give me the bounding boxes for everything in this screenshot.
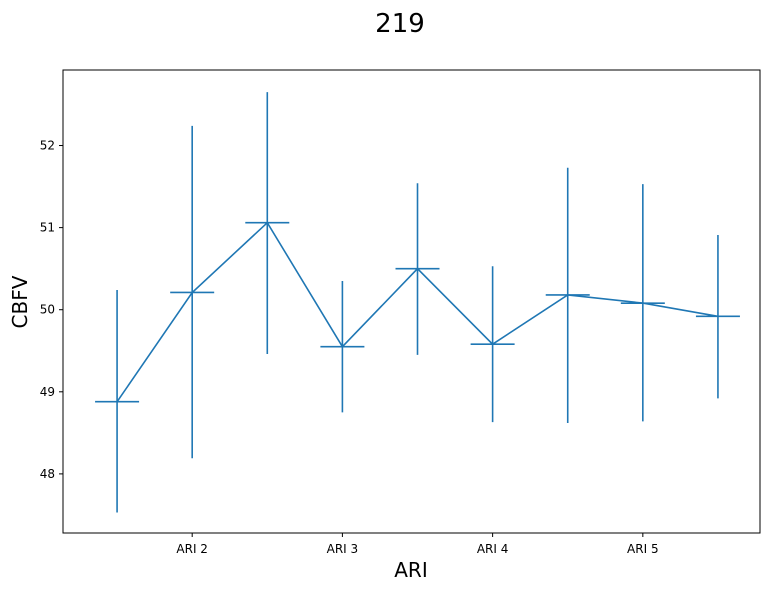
chart-title: 219 [375,9,425,39]
y-tick-label: 50 [40,303,55,317]
y-axis: 48 49 50 51 52 [40,139,63,481]
x-axis-label: ARI [394,558,427,582]
y-tick-label: 51 [40,221,55,235]
x-tick-label: ARI 2 [176,542,208,556]
y-tick-label: 49 [40,385,55,399]
plot-area [62,69,761,534]
y-tick-label: 52 [40,139,55,153]
x-tick-label: ARI 4 [477,542,509,556]
x-tick-label: ARI 5 [627,542,659,556]
x-tick-label: ARI 3 [327,542,359,556]
x-axis: ARI 2 ARI 3 ARI 4 ARI 5 [176,533,659,556]
y-tick-label: 48 [40,467,55,481]
series-errorbars [95,92,740,513]
y-axis-label: CBFV [8,275,32,328]
